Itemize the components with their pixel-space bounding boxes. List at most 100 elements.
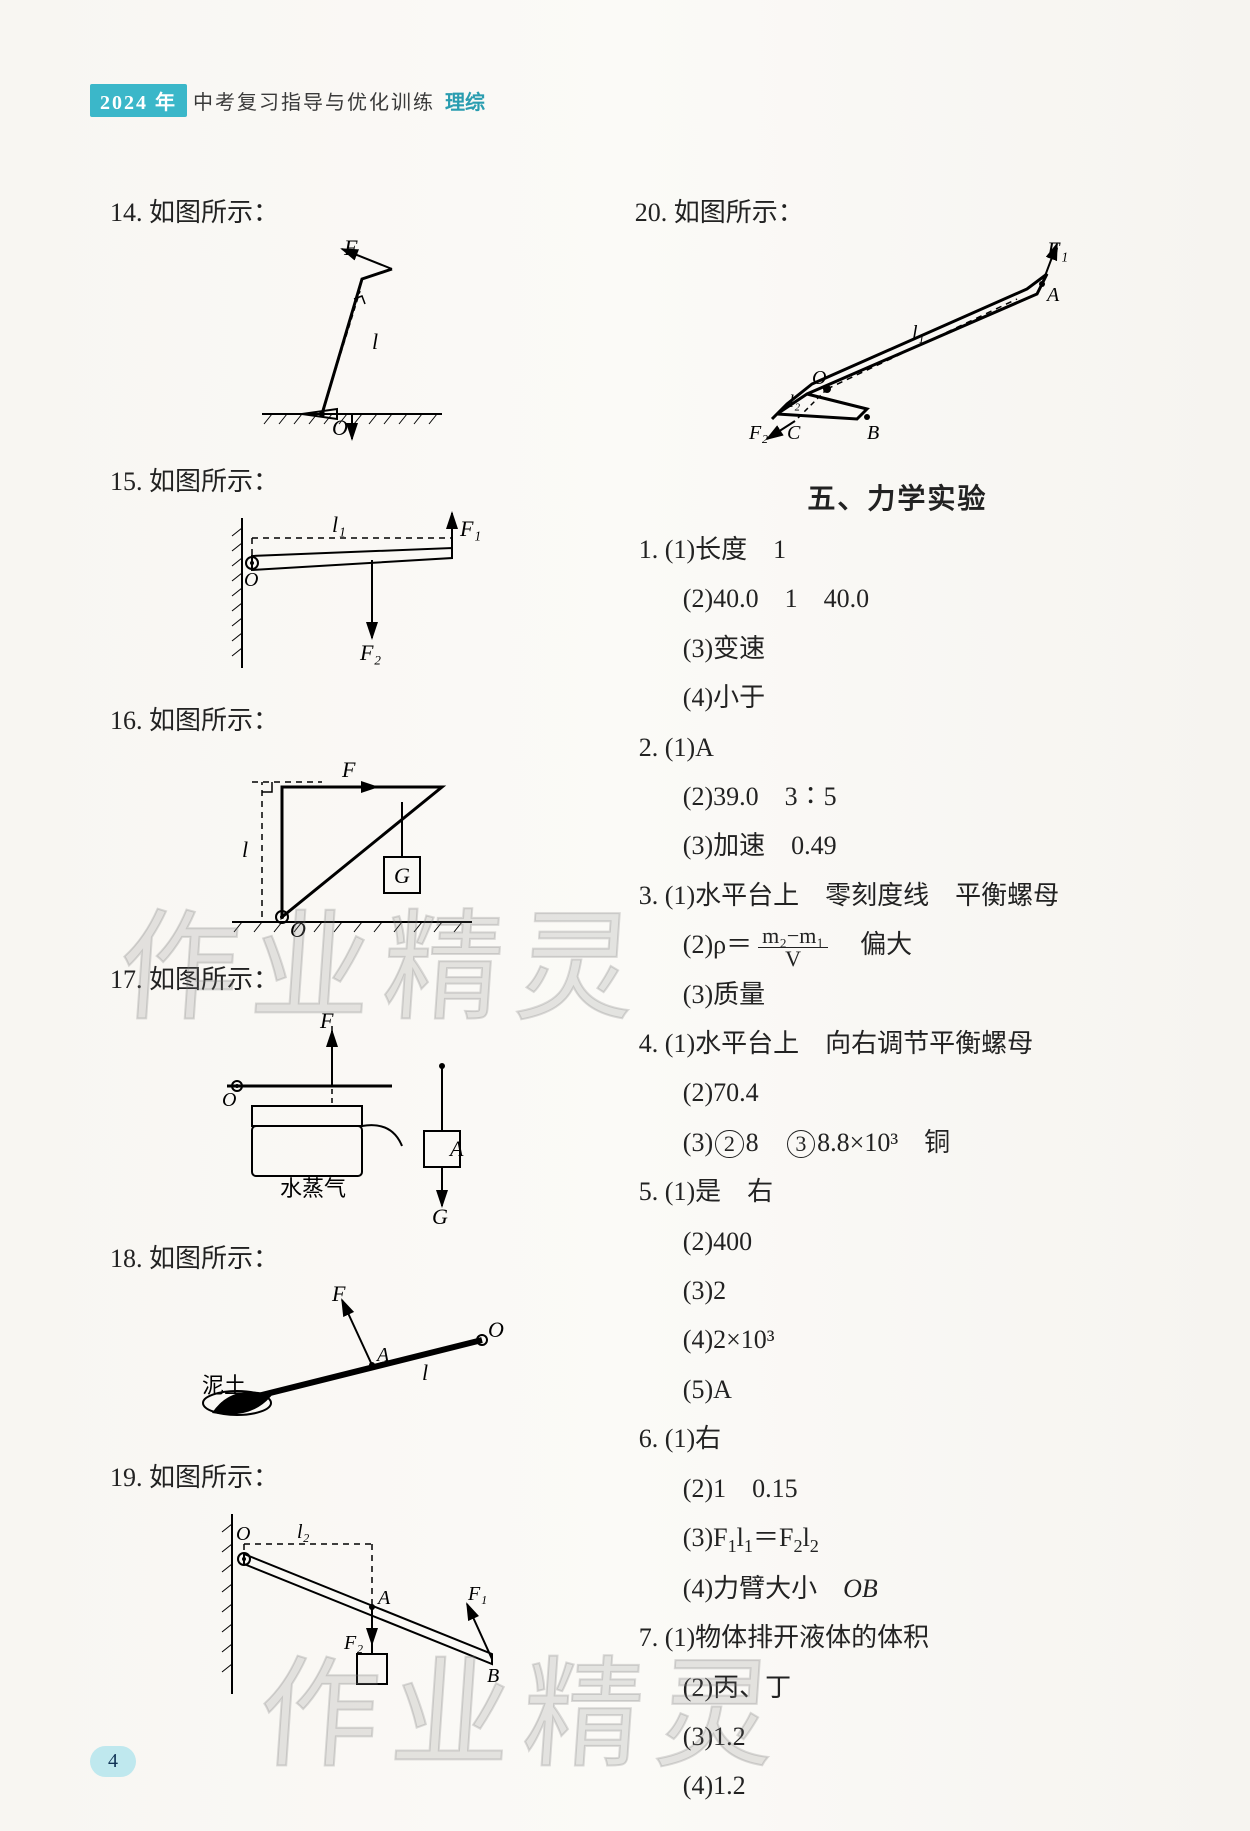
- section-title: 五、力学实验: [635, 477, 1160, 517]
- fig20: F₁ A l₁ O l₂ F₂ C B: [635, 239, 1160, 449]
- q19-label: 19. 如图所示：: [110, 1457, 595, 1494]
- q-number: 15.: [110, 467, 143, 496]
- fig15-O: O: [244, 569, 258, 591]
- fig20-C: C: [787, 422, 801, 444]
- fig16-l: l: [242, 837, 248, 862]
- fig15-F1: F₁: [459, 516, 481, 541]
- left-column: 14. 如图所示：: [110, 180, 595, 1811]
- fig18: F A O l 泥土: [110, 1285, 595, 1435]
- q17-label: 17. 如图所示：: [110, 959, 595, 996]
- fig17-steam: 水蒸气: [280, 1176, 346, 1201]
- fig14-O: O: [332, 415, 348, 440]
- q-number: 16.: [110, 706, 143, 735]
- fig14-svg: F l O: [242, 239, 462, 439]
- fig18-svg: F A O l 泥土: [182, 1285, 522, 1435]
- fig14-l: l: [372, 329, 378, 354]
- q-text: 如图所示：: [149, 1463, 279, 1492]
- fig15: l₁ F₁ F₂ O: [110, 508, 595, 678]
- two-column-layout: 14. 如图所示：: [110, 180, 1160, 1811]
- q-text: 如图所示：: [149, 706, 279, 735]
- fig16: F l O G: [110, 747, 595, 937]
- fig19-l2: l₂: [297, 1521, 310, 1543]
- answer-line: (2)丙、丁: [683, 1663, 1160, 1712]
- answer-line: (2)ρ＝m₂−m₁V 偏大: [683, 920, 1160, 970]
- fig20-A: A: [1045, 284, 1060, 306]
- answer-line: (4)小于: [683, 673, 1160, 722]
- fig14: F l O: [110, 239, 595, 439]
- page: 2024 年 中考复习指导与优化训练 理综 14. 如图所示：: [0, 0, 1250, 1831]
- answer-line: (3)质量: [683, 970, 1160, 1019]
- q18-label: 18. 如图所示：: [110, 1238, 595, 1275]
- header-year: 2024 年: [90, 84, 187, 117]
- fig16-F: F: [341, 757, 356, 782]
- answers-block: 1. (1)长度 1(2)40.0 1 40.0(3)变速(4)小于2. (1)…: [635, 525, 1160, 1811]
- q-number: 19.: [110, 1463, 143, 1492]
- q-text: 如图所示：: [674, 198, 804, 227]
- answer-line: (3)加速 0.49: [683, 821, 1160, 870]
- q14-label: 14. 如图所示：: [110, 192, 595, 229]
- q-text: 如图所示：: [149, 965, 279, 994]
- answer-line: 5. (1)是 右: [639, 1167, 1160, 1216]
- q-text: 如图所示：: [149, 198, 279, 227]
- fig18-l: l: [422, 1360, 428, 1385]
- fig20-F2: F₂: [748, 422, 768, 444]
- answer-line: (3)F1l1＝F2l2: [683, 1513, 1160, 1564]
- fig19: O l₂ A B F₁ F₂: [110, 1504, 595, 1704]
- fig19-A: A: [376, 1587, 391, 1609]
- fig15-F2: F₂: [359, 640, 381, 665]
- page-header: 2024 年 中考复习指导与优化训练 理综: [90, 84, 485, 117]
- fig20-svg: F₁ A l₁ O l₂ F₂ C B: [717, 239, 1077, 449]
- fig20-O: O: [812, 367, 826, 389]
- fig18-mud: 泥土: [202, 1373, 246, 1398]
- fig20-B: B: [867, 422, 879, 444]
- q16-label: 16. 如图所示：: [110, 700, 595, 737]
- q-text: 如图所示：: [149, 1244, 279, 1273]
- answer-line: (3)变速: [683, 624, 1160, 673]
- answer-line: (2)70.4: [683, 1068, 1160, 1117]
- header-title: 中考复习指导与优化训练: [193, 86, 435, 115]
- answer-line: (3)28 38.8×10³ 铜: [683, 1118, 1160, 1167]
- q-text: 如图所示：: [149, 467, 279, 496]
- fig16-O: O: [290, 917, 306, 942]
- fig14-F: F: [343, 235, 358, 260]
- answer-line: (4)2×10³: [683, 1315, 1160, 1364]
- fig17-F: F: [319, 1008, 334, 1033]
- fig15-l1: l₁: [332, 512, 346, 537]
- fig19-svg: O l₂ A B F₁ F₂: [192, 1504, 512, 1704]
- fig15-svg: l₁ F₁ F₂ O: [202, 508, 502, 678]
- answer-line: (5)A: [683, 1365, 1160, 1414]
- fig17-A: A: [448, 1136, 464, 1161]
- answer-line: (4)1.2: [683, 1761, 1160, 1810]
- answer-line: 2. (1)A: [639, 723, 1160, 772]
- page-number: 4: [90, 1746, 136, 1777]
- q-number: 14.: [110, 198, 143, 227]
- fig19-F1: F₁: [467, 1583, 487, 1605]
- q-number: 17.: [110, 965, 143, 994]
- fig16-G: G: [394, 863, 410, 888]
- fig19-B: B: [487, 1665, 499, 1687]
- q-number: 20.: [635, 198, 668, 227]
- fig18-F: F: [331, 1281, 346, 1306]
- fig17-G: G: [432, 1204, 448, 1229]
- fig20-l1: l₁: [912, 322, 925, 344]
- q15-label: 15. 如图所示：: [110, 461, 595, 498]
- fig17-O: O: [222, 1089, 236, 1111]
- fig20-l2: l₂: [789, 391, 800, 411]
- answer-line: (3)2: [683, 1266, 1160, 1315]
- answer-line: (2)1 0.15: [683, 1464, 1160, 1513]
- answer-line: (4)力臂大小 OB: [683, 1564, 1160, 1613]
- fig18-O: O: [488, 1317, 504, 1342]
- answer-line: 7. (1)物体排开液体的体积: [639, 1613, 1160, 1662]
- header-subject: 理综: [445, 86, 485, 115]
- answer-line: 3. (1)水平台上 零刻度线 平衡螺母: [639, 871, 1160, 920]
- answer-line: (2)39.0 3∶5: [683, 772, 1160, 821]
- fig16-svg: F l O G: [212, 747, 492, 937]
- answer-line: 4. (1)水平台上 向右调节平衡螺母: [639, 1019, 1160, 1068]
- fig19-O: O: [236, 1523, 250, 1545]
- fig17: F O A G 水蒸气: [110, 1006, 595, 1216]
- answer-line: (2)40.0 1 40.0: [683, 574, 1160, 623]
- answer-line: 6. (1)右: [639, 1414, 1160, 1463]
- fig17-svg: F O A G 水蒸气: [192, 1006, 512, 1216]
- q-number: 18.: [110, 1244, 143, 1273]
- answer-line: (2)400: [683, 1217, 1160, 1266]
